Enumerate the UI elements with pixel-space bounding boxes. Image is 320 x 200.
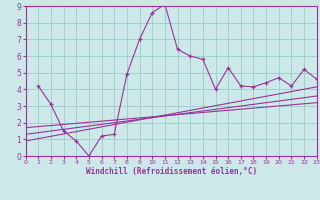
X-axis label: Windchill (Refroidissement éolien,°C): Windchill (Refroidissement éolien,°C) — [86, 167, 257, 176]
